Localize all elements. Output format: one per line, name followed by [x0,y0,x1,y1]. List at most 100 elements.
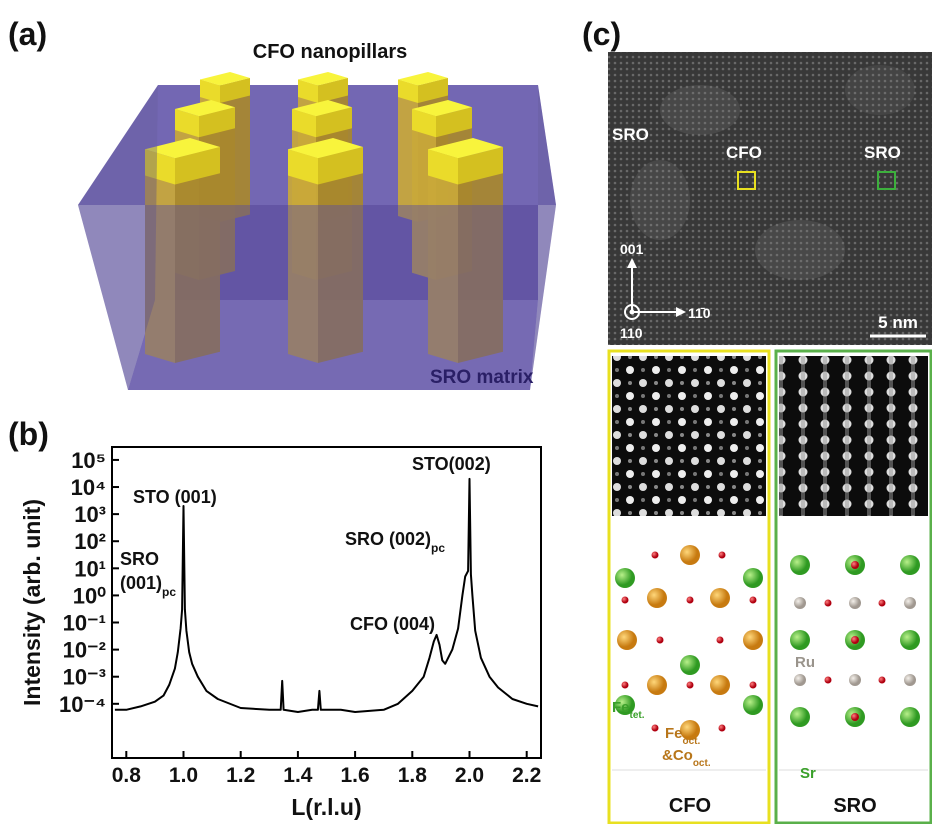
y-tick-label: 10¹ [74,556,106,581]
atom [904,597,916,609]
atom [790,707,810,727]
atom [687,597,694,604]
atom [680,655,700,675]
x-tick-label: 1.2 [226,764,255,787]
annotation-line: (001) [120,573,162,593]
y-tick-label: 10⁻¹ [63,611,106,636]
annotation-line: STO (001) [133,487,217,507]
data-line [115,479,538,712]
panel-c: (c) SRO CFO SRO 001 11̄0 110 5 nm Fetet.… [582,16,932,823]
annotation-line: CFO (004) [350,614,435,634]
x-tick-label: 2.0 [455,764,484,787]
scale-label: 5 nm [878,313,918,332]
sro-image-atoms [779,356,928,516]
atom [657,637,664,644]
image-label: SRO [612,125,649,144]
atom [794,674,806,686]
panel-label: (a) [8,16,47,52]
atom [622,597,629,604]
annotation: SRO (002)pc [345,529,445,555]
axis-out-dot [630,310,635,315]
atom [904,674,916,686]
y-tick-label: 10⁴ [71,475,106,500]
atom [851,636,859,644]
panel-label: (c) [582,16,621,52]
atom [652,552,659,559]
atom [717,637,724,644]
atom [825,600,832,607]
legend-label: Sr [800,765,816,782]
annotation: STO(002) [412,454,491,474]
cfo-image-atoms [612,356,766,516]
atom [879,600,886,607]
annotation-sub: pc [162,585,176,599]
atom [622,682,629,689]
x-axis-title: L(r.l.u) [291,794,361,820]
axis-label: 110 [620,325,643,341]
x-tick-label: 1.4 [283,764,313,787]
axis-label: 11̄0 [688,305,711,321]
atom [617,630,637,650]
atom [687,682,694,689]
legend-text: &Co [662,747,693,764]
legend-text: Fe [612,699,630,716]
atom [647,588,667,608]
y-axis-title: Intensity (arb. unit) [19,499,45,706]
annotation: SRO (001)pc [120,549,176,599]
y-tick-label: 10⁰ [73,583,106,608]
bottom-label: SRO [833,795,876,817]
atom [719,552,726,559]
atom [851,713,859,721]
atom [851,561,859,569]
pillars-label: CFO nanopillars [253,41,407,63]
figure: (a) CFO nanopillars SRO matrix (b) 10⁵10… [0,0,932,824]
y-tick-label: 10⁻² [63,638,106,663]
x-tick-label: 1.0 [169,764,198,787]
atom [710,675,730,695]
atom [743,695,763,715]
atom [652,725,659,732]
annotation-line: STO(002) [412,454,491,474]
atom [794,597,806,609]
annotation-line: SRO [120,549,159,569]
atom [719,725,726,732]
atom [710,588,730,608]
y-tick-label: 10⁻³ [63,665,106,690]
tem-blob [755,220,845,280]
atom [900,555,920,575]
y-tick-label: 10³ [74,502,106,527]
atom [900,707,920,727]
legend-label: Ru [795,654,815,671]
legend-text: Fe [665,725,683,742]
annotation: CFO (004) [350,614,435,634]
atom [743,568,763,588]
tem-blob [630,160,690,240]
atom [900,630,920,650]
annotation-line: SRO (002) [345,529,431,549]
tem-blob [660,85,740,135]
atom [750,682,757,689]
legend-sub: oct. [693,758,711,769]
matrix-label: SRO matrix [430,367,534,388]
atom [743,630,763,650]
y-tick-label: 10⁵ [71,448,106,473]
annotation-sub: pc [431,541,445,555]
atom [750,597,757,604]
chart: 10⁵10⁴10³10²10¹10⁰10⁻¹10⁻²10⁻³10⁻⁴0.81.0… [19,447,541,820]
x-tick-label: 1.6 [340,764,369,787]
atom [849,597,861,609]
atom [647,675,667,695]
image-label: CFO [726,143,762,162]
atom [825,677,832,684]
y-tick-label: 10² [74,529,106,554]
y-tick-label: 10⁻⁴ [59,692,106,717]
atom [615,568,635,588]
atom [790,630,810,650]
legend-sub: tet. [630,710,645,721]
axis-label: 001 [620,241,644,257]
image-label: SRO [864,143,901,162]
atom [680,545,700,565]
atom [849,674,861,686]
panel-label: (b) [8,416,49,452]
annotation: STO (001) [133,487,217,507]
